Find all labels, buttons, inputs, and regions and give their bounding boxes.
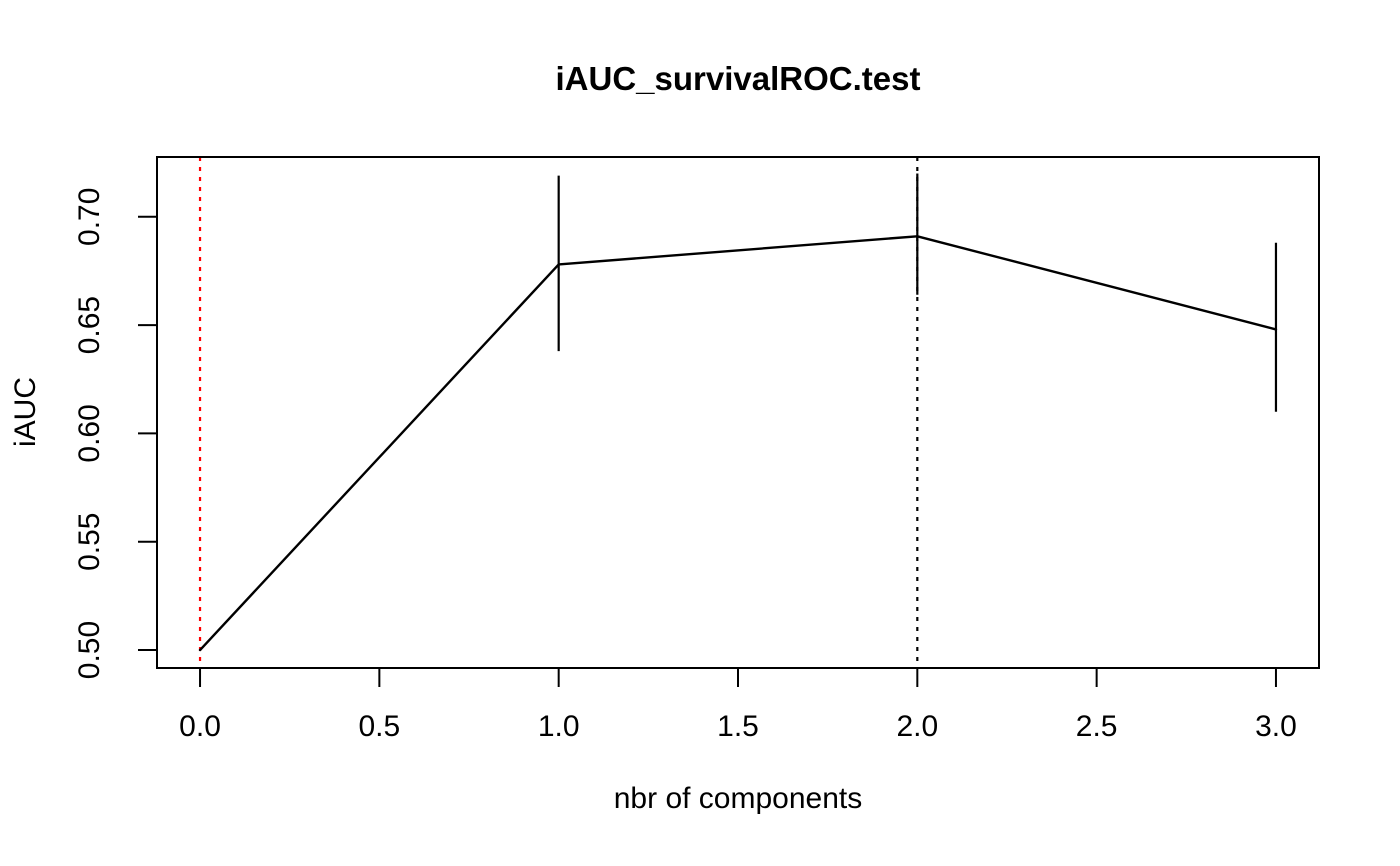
x-axis-title: nbr of components — [613, 782, 863, 815]
x-axis-tick-label: 2.5 — [1076, 710, 1118, 743]
y-axis-tick-label: 0.70 — [73, 188, 106, 246]
plot-border — [156, 156, 1320, 669]
y-axis-tick-label: 0.55 — [73, 513, 106, 571]
y-axis-title: iAUC — [9, 376, 42, 448]
chart-title: iAUC_survivalROC.test — [555, 60, 921, 97]
x-axis-tick-label: 2.0 — [896, 710, 938, 743]
x-axis-tick-label: 0.5 — [358, 710, 400, 743]
y-axis-tick-label: 0.65 — [73, 296, 106, 354]
x-axis-tick-label: 0.0 — [179, 710, 221, 743]
y-axis-tick-label: 0.50 — [73, 621, 106, 679]
iauc-data-line — [198, 235, 1278, 652]
x-axis-tick-label: 1.0 — [538, 710, 580, 743]
x-axis-tick-label: 3.0 — [1255, 710, 1297, 743]
x-axis-tick-label: 1.5 — [717, 710, 759, 743]
y-axis-tick-label: 0.60 — [73, 404, 106, 462]
